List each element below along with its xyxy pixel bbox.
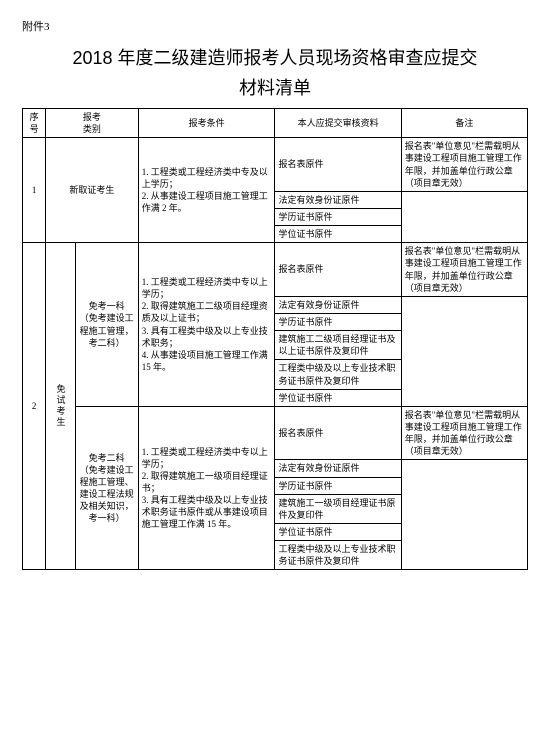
table-row: 1 新取证考生 1. 工程类或工程经济类中专及以上学历； 2. 从事建设工程项目…: [23, 138, 528, 192]
subcategory-cell: 免考二科 （免考建设工程施工管理、建设工程法规及相关知识，考一科）: [75, 406, 138, 570]
header-category: 报考 类别: [46, 109, 139, 138]
materials-table: 序号 报考 类别 报考条件 本人应提交审核资料 备注 1 新取证考生 1. 工程…: [22, 108, 528, 570]
remark-cell-empty: [401, 191, 527, 242]
material-cell: 报名表原件: [275, 138, 401, 192]
remark-cell: 报名表"单位意见"栏需载明从事建设工程项目施工管理工作年限，并加盖单位行政公章（…: [401, 243, 527, 297]
title-line-1: 2018 年度二级建造师报考人员现场资格审查应提交: [22, 44, 528, 70]
table-row: 免考二科 （免考建设工程施工管理、建设工程法规及相关知识，考一科） 1. 工程类…: [23, 406, 528, 460]
category-cell: 免试考生: [46, 243, 75, 570]
material-cell: 法定有效身份证原件: [275, 296, 401, 313]
material-cell: 法定有效身份证原件: [275, 191, 401, 208]
remark-cell-empty: [401, 296, 527, 406]
conditions-cell: 1. 工程类或工程经济类中专以上学历； 2. 取得建筑施工一级项目经理证书； 3…: [138, 406, 275, 570]
material-cell: 报名表原件: [275, 406, 401, 460]
material-cell: 学位证书原件: [275, 523, 401, 540]
material-cell: 建筑施工一级项目经理证书原件及复印件: [275, 494, 401, 523]
category-cell: 新取证考生: [46, 138, 139, 243]
title-line-2: 材料清单: [22, 74, 528, 100]
header-seq: 序号: [23, 109, 46, 138]
material-cell: 学位证书原件: [275, 226, 401, 243]
conditions-cell: 1. 工程类或工程经济类中专及以上学历； 2. 从事建设工程项目施工管理工作满 …: [138, 138, 275, 243]
material-cell: 工程类中级及以上专业技术职务证书原件及复印件: [275, 541, 401, 570]
material-cell: 学历证书原件: [275, 208, 401, 225]
material-cell: 报名表原件: [275, 243, 401, 297]
material-cell: 建筑施工二级项目经理证书及以上证书原件及复印件: [275, 331, 401, 360]
remark-cell: 报名表"单位意见"栏需载明从事建设工程项目施工管理工作年限，并加盖单位行政公章（…: [401, 138, 527, 192]
material-cell: 法定有效身份证原件: [275, 460, 401, 477]
table-row: 2 免试考生 免考一科 （免考建设工程施工管理，考二科） 1. 工程类或工程经济…: [23, 243, 528, 297]
header-remarks: 备注: [401, 109, 527, 138]
material-cell: 学位证书原件: [275, 389, 401, 406]
attachment-label: 附件3: [22, 18, 528, 34]
remark-cell: 报名表"单位意见"栏需载明从事建设工程项目施工管理工作年限，并加盖单位行政公章（…: [401, 406, 527, 460]
conditions-cell: 1. 工程类或工程经济类中专以上学历； 2. 取得建筑施工二级项目经理资质及以上…: [138, 243, 275, 407]
table-header-row: 序号 报考 类别 报考条件 本人应提交审核资料 备注: [23, 109, 528, 138]
remark-cell-empty: [401, 460, 527, 570]
material-cell: 学历证书原件: [275, 477, 401, 494]
header-materials: 本人应提交审核资料: [275, 109, 401, 138]
material-cell: 学历证书原件: [275, 313, 401, 330]
subcategory-cell: 免考一科 （免考建设工程施工管理，考二科）: [75, 243, 138, 407]
seq-cell: 2: [23, 243, 46, 570]
header-conditions: 报考条件: [138, 109, 275, 138]
seq-cell: 1: [23, 138, 46, 243]
material-cell: 工程类中级及以上专业技术职务证书原件及复印件: [275, 360, 401, 389]
